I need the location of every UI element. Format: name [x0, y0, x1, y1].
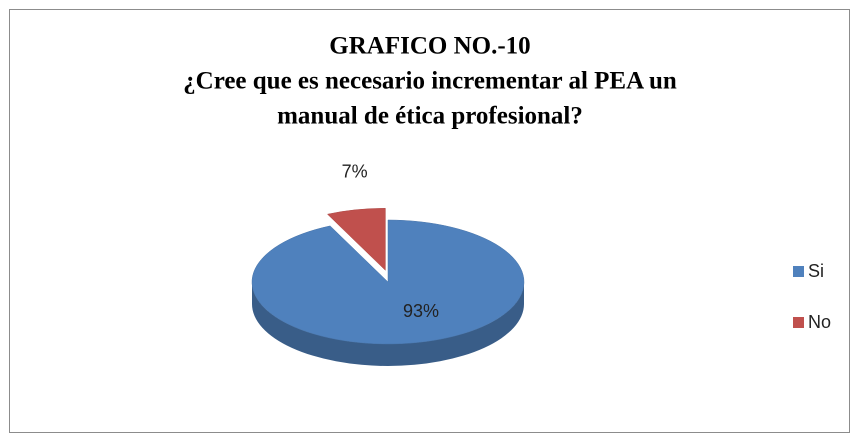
chart-title: ¿Cree que es necesario incrementar al PE…	[183, 68, 677, 95]
slice-side	[252, 282, 524, 366]
slice	[251, 219, 525, 345]
slice	[326, 208, 386, 271]
legend-label: No	[808, 312, 831, 332]
chart-title: manual de ética profesional?	[277, 103, 583, 130]
data-label: 7%	[342, 161, 368, 181]
data-label: 93%	[403, 301, 439, 321]
legend-label: Si	[808, 261, 824, 281]
legend-swatch	[793, 317, 804, 328]
legend-swatch	[793, 266, 804, 277]
chart-title: GRAFICO NO.-10	[329, 33, 530, 60]
